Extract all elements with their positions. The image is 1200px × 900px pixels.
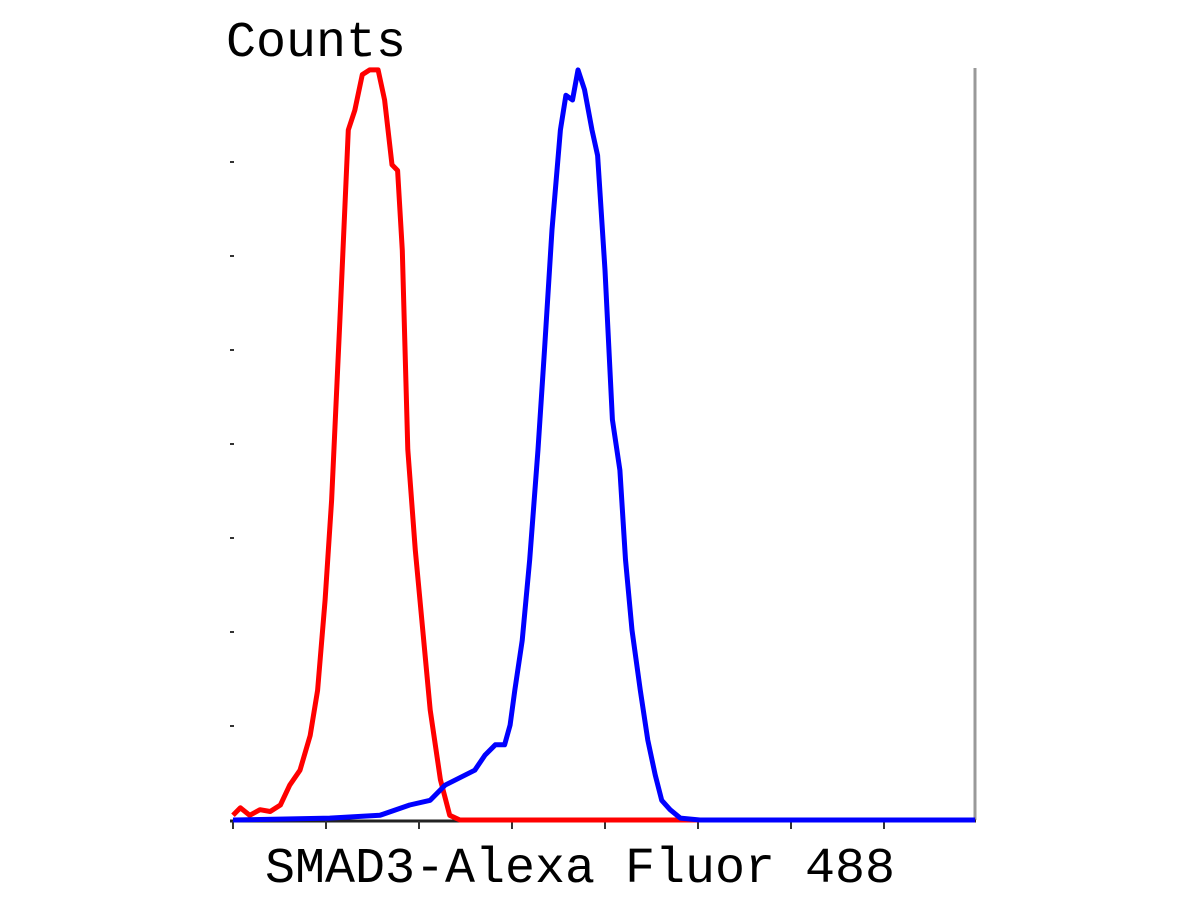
histogram-line xyxy=(231,67,976,823)
y-axis-label: Counts xyxy=(226,15,406,72)
x-axis-label: SMAD3-Alexa Fluor 488 xyxy=(265,841,895,898)
histogram-line xyxy=(232,67,976,823)
